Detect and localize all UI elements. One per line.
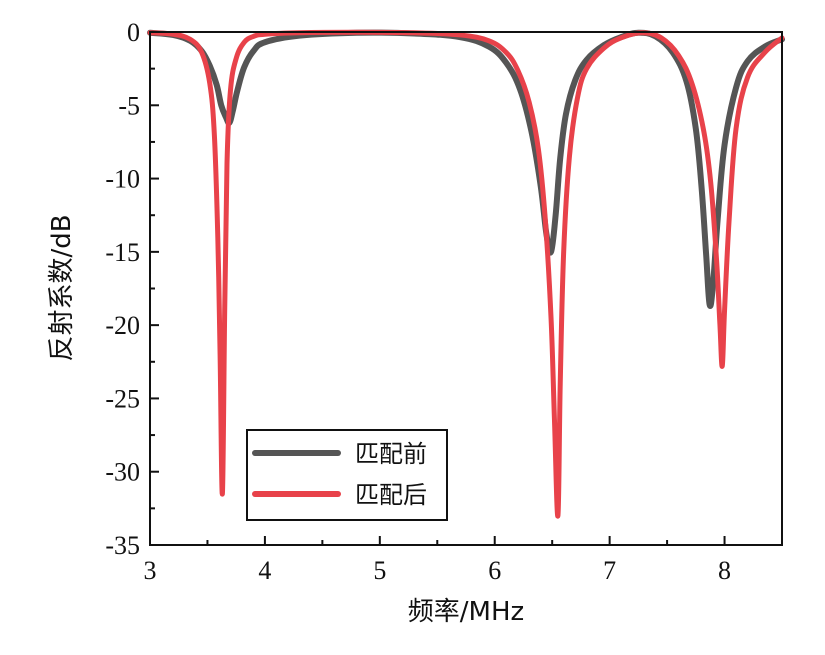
y-tick-label: 0 — [127, 18, 140, 47]
y-tick-label: -20 — [105, 311, 140, 340]
y-tick-label: -5 — [118, 91, 140, 120]
series-line-after-matching — [147, 29, 785, 519]
x-tick-label: 4 — [258, 556, 271, 585]
legend-label-before-matching: 匹配前 — [355, 440, 427, 468]
x-tick-label: 3 — [144, 556, 157, 585]
tick-labels: 3 4 5 6 7 8 0 -5 -10 -15 -20 -25 -30 -35 — [105, 18, 731, 585]
x-tick-label: 7 — [603, 556, 616, 585]
y-axis-title: 反射系数/dB — [47, 214, 77, 361]
y-tick-label: -35 — [105, 531, 140, 560]
legend-label-after-matching: 匹配后 — [355, 481, 427, 509]
legend-box — [246, 429, 448, 521]
x-tick-label: 8 — [718, 556, 731, 585]
legend: 匹配前 匹配后 — [246, 429, 448, 521]
y-tick-label: -30 — [105, 458, 140, 487]
plot-frame — [149, 31, 783, 546]
x-tick-label: 5 — [373, 556, 386, 585]
x-axis-title: 频率/MHz — [408, 597, 524, 627]
y-tick-label: -25 — [105, 384, 140, 413]
x-tick-label: 6 — [488, 556, 501, 585]
plot-area — [147, 29, 785, 519]
y-tick-label: -15 — [105, 238, 140, 267]
y-tick-label: -10 — [105, 165, 140, 194]
